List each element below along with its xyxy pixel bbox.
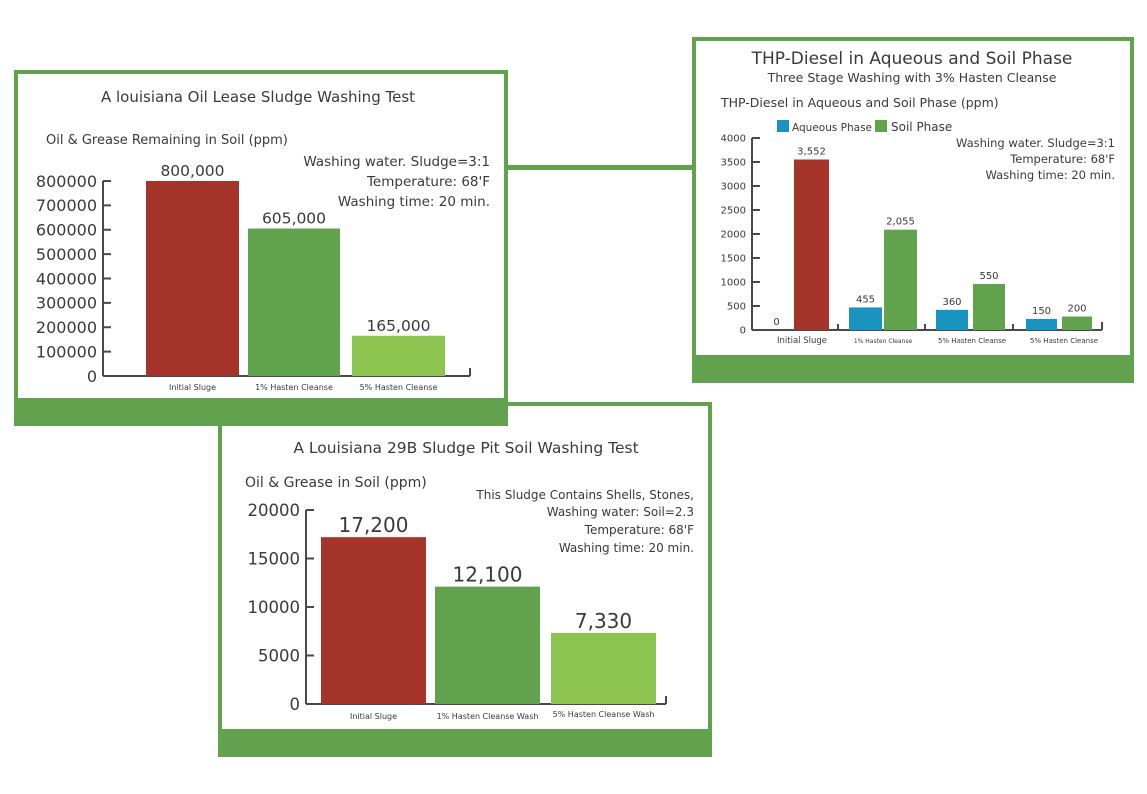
bar-value-label: 0 — [773, 317, 779, 328]
card-footer-band — [14, 398, 508, 426]
y-axis-label: THP-Diesel in Aqueous and Soil Phase (pp… — [720, 95, 999, 110]
x-tick-label: Initial Sluge — [777, 336, 827, 346]
y-tick-label: 1000 — [721, 278, 746, 289]
y-tick-label: 700000 — [36, 196, 97, 215]
bar — [551, 632, 656, 704]
annotation: Temperature: 68'F — [366, 174, 490, 190]
y-tick-label: 0 — [87, 367, 97, 386]
legend-swatch-soil — [875, 120, 887, 132]
annotation: Washing time: 20 min. — [559, 541, 694, 555]
bar-value-label: 165,000 — [366, 317, 430, 335]
y-tick-label: 800000 — [36, 172, 97, 191]
y-tick-label: 500 — [727, 302, 746, 313]
card-footer-band — [218, 729, 712, 757]
card-footer-band — [692, 355, 1134, 383]
annotation-block: Washing water. Sludge=3:1 Temperature: 6… — [303, 154, 490, 210]
bar-soil — [1062, 316, 1092, 330]
x-tick-label: 1% Hasten Cleanse Wash — [437, 712, 539, 721]
bar-value-label: 455 — [856, 294, 875, 305]
annotation: Washing time: 20 min. — [985, 168, 1115, 182]
y-tick-label: 600000 — [36, 221, 97, 240]
y-tick-label: 400000 — [36, 269, 97, 288]
legend-swatch-aqueous — [777, 120, 789, 132]
bar-aqueous — [1026, 318, 1057, 330]
legend-label: Aqueous Phase — [792, 122, 872, 134]
y-tick-label: 2500 — [721, 206, 746, 217]
bar — [321, 537, 426, 704]
annotation-block: This Sludge Contains Shells, Stones, Was… — [475, 488, 694, 555]
bar — [248, 228, 340, 376]
y-tick-label: 0 — [290, 695, 301, 714]
y-tick-label: 1500 — [721, 254, 746, 265]
y-tick-label: 10000 — [248, 598, 301, 617]
chart-title: A louisiana Oil Lease Sludge Washing Tes… — [101, 88, 415, 106]
bar-soil — [973, 283, 1005, 330]
y-axis-label: Oil & Grease in Soil (ppm) — [245, 475, 427, 491]
y-tick-label: 4000 — [721, 134, 746, 145]
y-tick-label: 0 — [740, 326, 746, 337]
y-tick-label: 3000 — [721, 182, 746, 193]
x-tick-label: 5% Hasten Cleanse — [360, 383, 438, 392]
x-tick-label: 1% Hasten Cleanse — [854, 338, 913, 345]
bar-aqueous — [849, 307, 882, 330]
legend: Aqueous Phase Soil Phase — [777, 120, 952, 134]
y-tick-label: 200000 — [36, 318, 97, 337]
bar-value-label: 3,552 — [797, 147, 826, 158]
annotation: This Sludge Contains Shells, Stones, — [475, 488, 694, 502]
y-axis-label: Oil & Grease Remaining in Soil (ppm) — [46, 133, 288, 148]
bar-value-label: 605,000 — [262, 210, 326, 228]
annotation: Washing time: 20 min. — [338, 194, 490, 210]
bar-value-label: 150 — [1032, 306, 1051, 317]
bar-value-label: 360 — [942, 297, 961, 308]
chart-subtitle: Three Stage Washing with 3% Hasten Clean… — [767, 70, 1057, 85]
connector-line — [505, 165, 695, 170]
y-tick-label: 5000 — [258, 646, 300, 665]
bar-value-label: 200 — [1067, 304, 1086, 315]
legend-label: Soil Phase — [891, 120, 952, 134]
bar-value-label: 12,100 — [453, 563, 523, 587]
bar-value-label: 800,000 — [160, 162, 224, 180]
bar-soil — [884, 229, 917, 330]
y-tick-label: 100000 — [36, 342, 97, 361]
bar-value-label: 2,055 — [886, 217, 915, 228]
bar — [146, 181, 239, 376]
x-tick-label: Initial Sluge — [169, 383, 216, 392]
bar-value-label: 17,200 — [339, 513, 409, 537]
y-tick-label: 3500 — [721, 158, 746, 169]
annotation-block: Washing water. Sludge=3:1 Temperature: 6… — [956, 136, 1115, 182]
annotation: Temperature: 68'F — [584, 523, 694, 537]
x-tick-label: 5% Hasten Cleanse Wash — [553, 710, 655, 719]
bar-aqueous — [936, 309, 968, 330]
annotation: Temperature: 68'F — [1009, 152, 1115, 166]
bar-soil — [794, 159, 829, 330]
y-tick-label: 15000 — [248, 549, 301, 568]
annotation: Washing water. Sludge=3:1 — [303, 154, 490, 170]
y-tick-label: 300000 — [36, 294, 97, 313]
y-tick-label: 20000 — [248, 501, 301, 520]
y-tick-label: 2000 — [721, 230, 746, 241]
y-tick-label: 500000 — [36, 245, 97, 264]
bar-value-label: 550 — [979, 271, 998, 282]
x-tick-label: 1% Hasten Cleanse — [255, 383, 333, 392]
bar-value-label: 7,330 — [575, 609, 632, 633]
x-tick-label: 5% Hasten Cleanse — [1030, 337, 1098, 345]
chart-title: THP-Diesel in Aqueous and Soil Phase — [751, 49, 1073, 69]
x-tick-label: 5% Hasten Cleanse — [938, 337, 1006, 345]
bar — [435, 586, 540, 704]
annotation: Washing water: Soil=2.3 — [547, 505, 694, 519]
x-tick-label: Initial Sluge — [350, 712, 397, 721]
chart-title: A Louisiana 29B Sludge Pit Soil Washing … — [293, 439, 638, 457]
annotation: Washing water. Sludge=3:1 — [956, 136, 1115, 150]
bar — [352, 335, 445, 376]
